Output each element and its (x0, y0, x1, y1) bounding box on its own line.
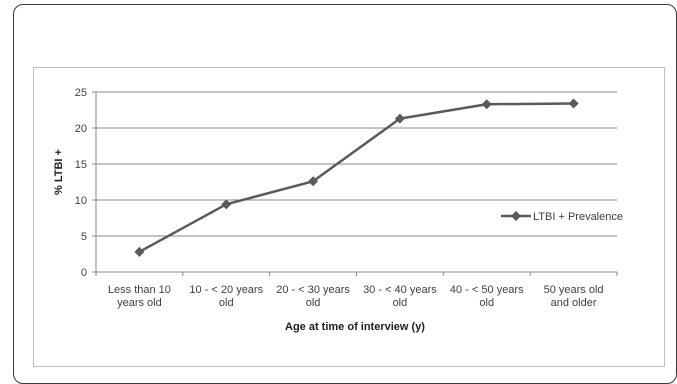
x-tick-label-line: old (306, 297, 321, 309)
x-tick-label-line: 30 - < 40 years (363, 284, 437, 296)
chart-area (33, 67, 665, 367)
x-tick-label: 50 years old and older (544, 284, 604, 309)
data-point-marker (481, 99, 492, 110)
x-tick-label-line: 40 - < 50 years (450, 284, 524, 296)
y-tick-label: 25 (75, 87, 87, 99)
data-point-marker (134, 246, 145, 257)
y-tick-label: 5 (81, 231, 87, 243)
legend-swatch-marker (511, 211, 521, 221)
data-point-marker (394, 113, 405, 124)
x-tick-label-line: old (393, 297, 408, 309)
x-tick-label-line: years old (117, 297, 162, 309)
y-tick-label: 20 (75, 123, 87, 135)
data-point-marker (308, 176, 319, 187)
y-tick-label: 10 (75, 195, 87, 207)
y-tick-label: 0 (81, 267, 87, 279)
x-tick-label-line: old (219, 297, 234, 309)
x-tick-label: 30 - < 40 years old (363, 284, 437, 309)
x-tick-label-line: old (479, 297, 494, 309)
legend-label: LTBI + Prevalence (533, 211, 623, 223)
y-axis: 0 5 10 15 20 25 (75, 87, 97, 279)
series-line (138, 102, 574, 253)
x-tick-label-line: 50 years old (544, 284, 604, 296)
gridlines (96, 91, 617, 237)
x-tick-label-line: Less than 10 (108, 284, 171, 296)
x-tick-label: 40 - < 50 years old (450, 284, 524, 309)
y-axis-title: % LTBI + (53, 149, 65, 195)
series-layer (134, 98, 579, 257)
x-tick-label-line: 20 - < 30 years (276, 284, 350, 296)
data-point-marker (221, 199, 232, 210)
y-tick-label: 15 (75, 159, 87, 171)
x-tick-label-line: and older (551, 297, 597, 309)
x-axis-title: Age at time of interview (y) (285, 321, 425, 333)
x-tick-label: 10 - < 20 years old (189, 284, 263, 309)
x-tick-label-line: 10 - < 20 years (189, 284, 263, 296)
x-tick-label: 20 - < 30 years old (276, 284, 350, 309)
x-tick-label: Less than 10 years old (108, 284, 171, 309)
legend: LTBI + Prevalence (501, 211, 623, 223)
line-chart: 0 5 10 15 20 25 Less than 10 years old 10 - < 2… (53, 87, 623, 333)
data-point-marker (568, 98, 579, 109)
